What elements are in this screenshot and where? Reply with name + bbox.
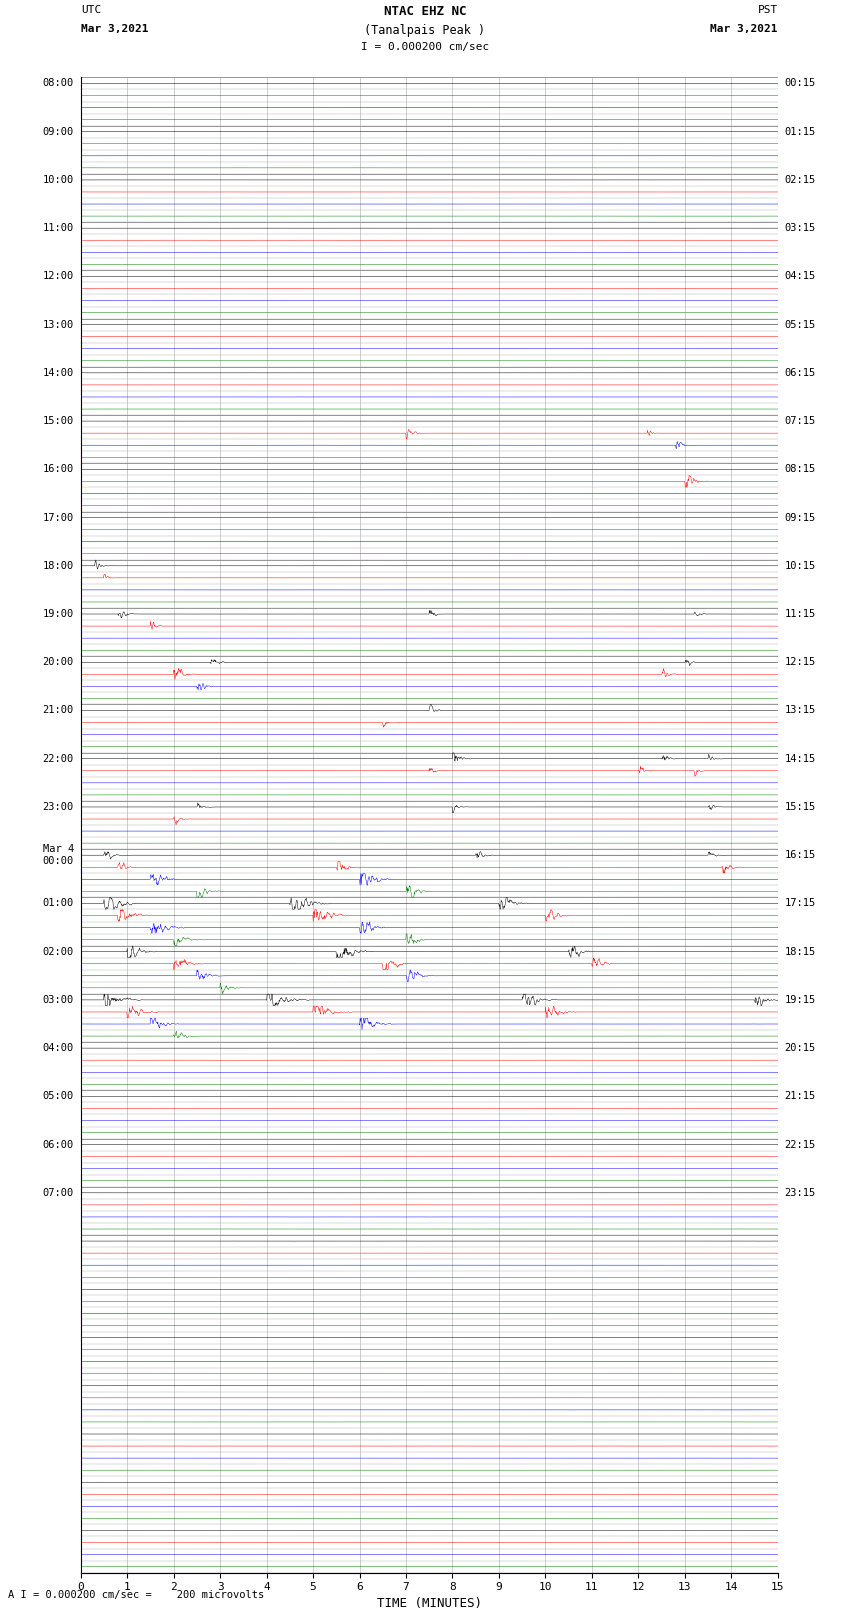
- Text: 08:15: 08:15: [785, 465, 816, 474]
- Text: 21:15: 21:15: [785, 1092, 816, 1102]
- Text: 14:15: 14:15: [785, 753, 816, 763]
- Text: 21:00: 21:00: [42, 705, 74, 716]
- Text: 23:00: 23:00: [42, 802, 74, 811]
- Text: Mar 3,2021: Mar 3,2021: [711, 24, 778, 34]
- X-axis label: TIME (MINUTES): TIME (MINUTES): [377, 1597, 482, 1610]
- Text: 06:15: 06:15: [785, 368, 816, 377]
- Text: 07:15: 07:15: [785, 416, 816, 426]
- Text: 01:15: 01:15: [785, 127, 816, 137]
- Text: 16:15: 16:15: [785, 850, 816, 860]
- Text: 02:00: 02:00: [42, 947, 74, 957]
- Text: 03:00: 03:00: [42, 995, 74, 1005]
- Text: 19:00: 19:00: [42, 610, 74, 619]
- Text: 13:00: 13:00: [42, 319, 74, 329]
- Text: 01:00: 01:00: [42, 898, 74, 908]
- Text: 08:00: 08:00: [42, 79, 74, 89]
- Text: 12:15: 12:15: [785, 656, 816, 668]
- Text: 00:15: 00:15: [785, 79, 816, 89]
- Text: 04:15: 04:15: [785, 271, 816, 281]
- Text: Mar 4
00:00: Mar 4 00:00: [42, 844, 74, 866]
- Text: 18:15: 18:15: [785, 947, 816, 957]
- Text: (Tanalpais Peak ): (Tanalpais Peak ): [365, 24, 485, 37]
- Text: 15:00: 15:00: [42, 416, 74, 426]
- Text: 02:15: 02:15: [785, 174, 816, 185]
- Text: 23:15: 23:15: [785, 1187, 816, 1198]
- Text: 06:00: 06:00: [42, 1140, 74, 1150]
- Text: 22:00: 22:00: [42, 753, 74, 763]
- Text: 03:15: 03:15: [785, 223, 816, 234]
- Text: 11:00: 11:00: [42, 223, 74, 234]
- Text: 17:00: 17:00: [42, 513, 74, 523]
- Text: I = 0.000200 cm/sec: I = 0.000200 cm/sec: [361, 42, 489, 52]
- Text: 05:00: 05:00: [42, 1092, 74, 1102]
- Text: 10:15: 10:15: [785, 561, 816, 571]
- Text: 05:15: 05:15: [785, 319, 816, 329]
- Text: 17:15: 17:15: [785, 898, 816, 908]
- Text: 14:00: 14:00: [42, 368, 74, 377]
- Text: 18:00: 18:00: [42, 561, 74, 571]
- Text: Mar 3,2021: Mar 3,2021: [81, 24, 148, 34]
- Text: 20:00: 20:00: [42, 656, 74, 668]
- Text: 04:00: 04:00: [42, 1044, 74, 1053]
- Text: 10:00: 10:00: [42, 174, 74, 185]
- Text: 13:15: 13:15: [785, 705, 816, 716]
- Text: 16:00: 16:00: [42, 465, 74, 474]
- Text: 19:15: 19:15: [785, 995, 816, 1005]
- Text: 12:00: 12:00: [42, 271, 74, 281]
- Text: A I = 0.000200 cm/sec =    200 microvolts: A I = 0.000200 cm/sec = 200 microvolts: [8, 1590, 264, 1600]
- Text: 09:15: 09:15: [785, 513, 816, 523]
- Text: NTAC EHZ NC: NTAC EHZ NC: [383, 5, 467, 18]
- Text: 07:00: 07:00: [42, 1187, 74, 1198]
- Text: 11:15: 11:15: [785, 610, 816, 619]
- Text: 15:15: 15:15: [785, 802, 816, 811]
- Text: 20:15: 20:15: [785, 1044, 816, 1053]
- Text: 09:00: 09:00: [42, 127, 74, 137]
- Text: UTC: UTC: [81, 5, 101, 15]
- Text: PST: PST: [757, 5, 778, 15]
- Text: 22:15: 22:15: [785, 1140, 816, 1150]
